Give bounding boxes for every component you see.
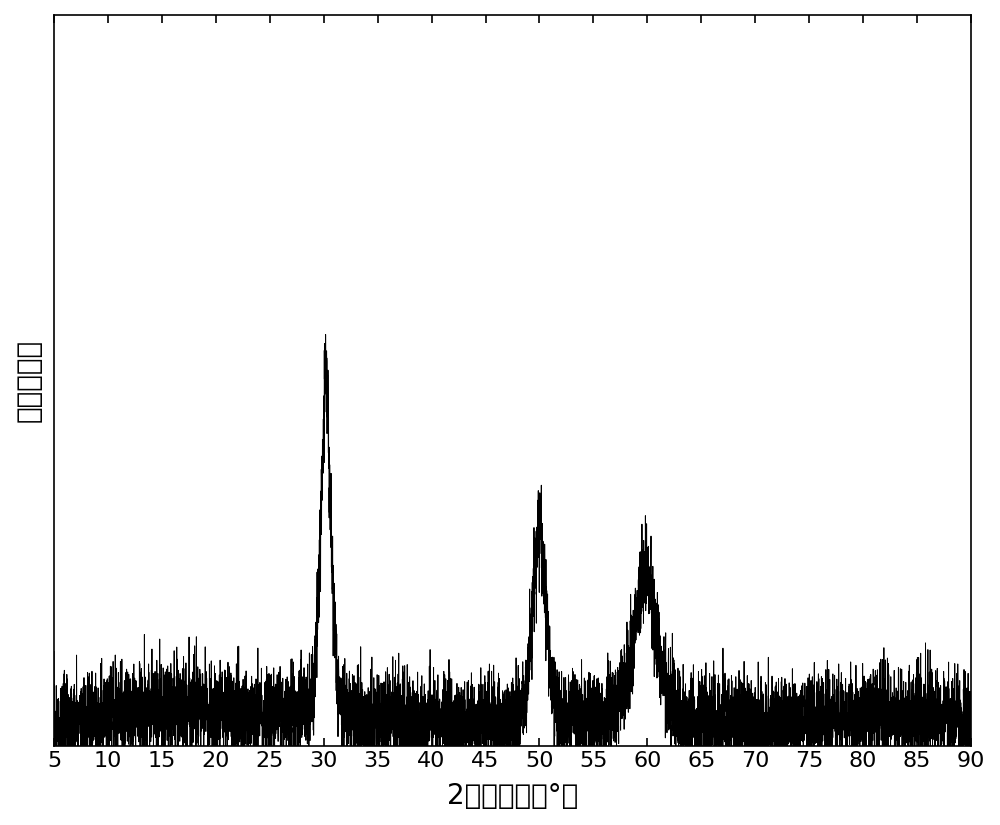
- Y-axis label: 相对峰强度: 相对峰强度: [15, 339, 43, 422]
- X-axis label: 2倍衍射角（°）: 2倍衍射角（°）: [447, 782, 578, 810]
